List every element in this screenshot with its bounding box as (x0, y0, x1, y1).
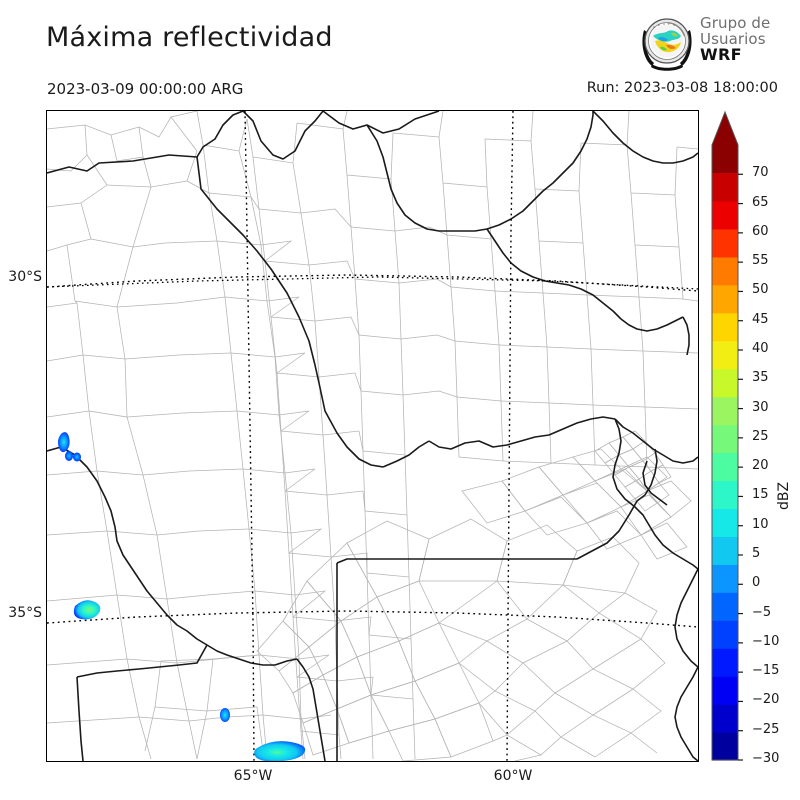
run-time-label: Run: 2023-03-08 18:00:00 (586, 80, 778, 96)
colorbar-band (712, 676, 738, 705)
colorbar-tick-label: −5 (752, 604, 772, 620)
colorbar-band (712, 592, 738, 621)
colorbar-outline (711, 110, 739, 761)
colorbar-tick-label: −15 (752, 663, 780, 679)
colorbar-tick-label: 35 (752, 370, 769, 386)
colorbar-tick-label: −25 (752, 721, 780, 737)
echo-2a (65, 451, 73, 461)
reflectivity-echoes (58, 432, 306, 761)
colorbar-band (712, 112, 738, 173)
lon-label-65w: 65°W (233, 768, 273, 784)
colorbar-band (712, 172, 738, 202)
colorbar-tick-label: 65 (752, 194, 769, 210)
colorbar-tick-label: 30 (752, 399, 769, 415)
colorbar-band (712, 200, 738, 230)
department-boundaries (47, 111, 698, 761)
svg-text:P: P (668, 22, 670, 26)
colorbar-band (712, 312, 738, 342)
colorbar-svg (711, 110, 743, 761)
logo-line-1: Grupo de (700, 14, 771, 32)
colorbar-tick-label: 0 (752, 575, 761, 591)
colorbar-band (712, 732, 738, 761)
graticule (47, 276, 698, 290)
colorbar-axis-label: dBZ (776, 481, 792, 510)
echo-4 (220, 708, 230, 722)
echo-3 (73, 600, 101, 620)
colorbar-band (712, 228, 738, 258)
colorbar-tick-label: 25 (752, 428, 769, 444)
logo-text-block: Grupo de Usuarios WRF (700, 15, 770, 63)
map-canvas[interactable] (46, 110, 699, 762)
echo-2b (73, 452, 81, 462)
colorbar-band (712, 480, 738, 510)
colorbar-tick-label: 40 (752, 341, 769, 356)
echo-1 (58, 432, 70, 453)
colorbar-tick-label: 45 (752, 311, 769, 327)
colorbar-band (712, 648, 738, 677)
colorbar-tick-label: 15 (752, 487, 769, 503)
colorbar-tick-label: −10 (752, 633, 780, 649)
svg-text:U: U (663, 22, 665, 26)
colorbar-tick-label: −30 (752, 751, 780, 766)
colorbar-band (712, 564, 738, 593)
lon-label-60w: 60°W (493, 768, 533, 784)
colorbar-tick-label: −20 (752, 692, 780, 708)
colorbar-band (712, 424, 738, 454)
colorbar-tick-label: 70 (752, 165, 769, 181)
colorbar-band (712, 368, 738, 398)
colorbar-tick-label: 20 (752, 458, 769, 474)
logo-line-3: WRF (700, 45, 742, 64)
lat-label-35s: 35°S (8, 605, 42, 621)
colorbar-band (712, 256, 738, 286)
colorbar-tick-label: 55 (752, 253, 769, 269)
colorbar-band (712, 620, 738, 649)
colorbar-tick-label: 50 (752, 282, 769, 298)
logo-line-2: Usuarios (700, 30, 766, 48)
svg-text:O: O (673, 23, 676, 27)
echo-5 (254, 741, 306, 761)
colorbar-tick-label: 60 (752, 223, 769, 239)
valid-time-label: 2023-03-09 00:00:00 ARG (47, 80, 244, 98)
map-svg (47, 111, 698, 761)
lat-label-30s: 30°S (8, 269, 42, 285)
colorbar-tick-label: 10 (752, 516, 769, 532)
colorbar-band (712, 340, 738, 370)
colorbar-band (712, 508, 738, 537)
svg-text:R: R (658, 23, 660, 27)
page-title: Máxima reflectividad (46, 22, 333, 53)
colorbar-band (712, 396, 738, 426)
svg-text:G: G (653, 25, 656, 29)
colorbar-band (712, 284, 738, 314)
colorbar-band (712, 704, 738, 733)
colorbar-band (712, 536, 738, 565)
province-boundaries (47, 111, 698, 761)
colorbar: dBZ 70 65 60 55 50 45 40 35 30 25 20 15 10 5 0 −5 −10 −15… (708, 110, 800, 770)
colorbar-band (712, 452, 738, 482)
colorbar-tick-label: 5 (752, 546, 761, 561)
